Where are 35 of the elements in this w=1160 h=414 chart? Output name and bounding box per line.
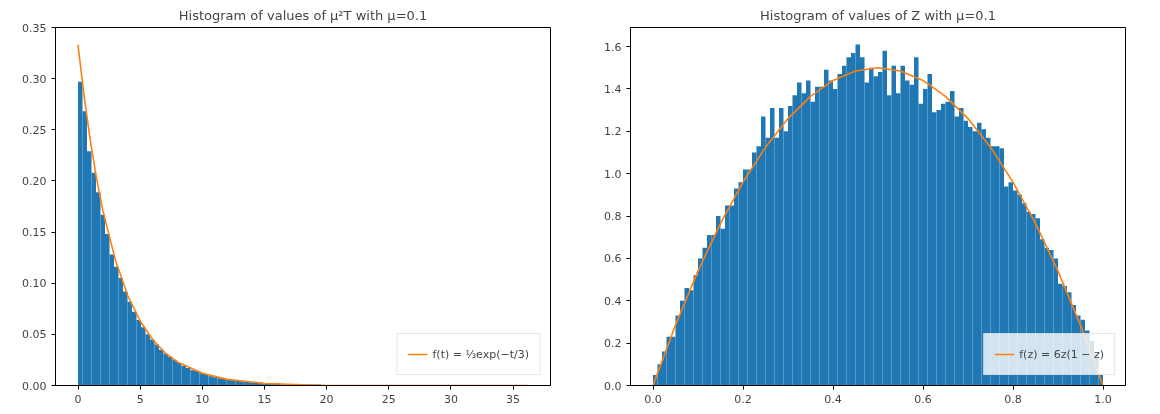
x-tick-label: 30 [443,392,458,406]
x-tick-label: 35 [506,392,521,406]
y-tick-label: 0.30 [22,72,47,86]
legend-label: f(t) = ⅓exp(−t/3) [432,347,529,361]
y-tick-label: 0.00 [22,379,47,393]
x-tick-label: 10 [195,392,210,406]
y-tick-label: 0.35 [22,21,47,35]
x-tick-label: 0.0 [644,392,662,406]
chart-title: Histogram of values of Z with μ=0.1 [760,7,996,23]
y-tick-label: 0.25 [22,123,47,137]
y-tick-label: 0.0 [604,379,622,393]
y-tick-label: 1.2 [604,125,622,139]
x-tick-label: 0.6 [914,392,932,406]
legend-label: f(z) = 6z(1 − z) [1019,347,1104,361]
x-tick-label: 15 [257,392,272,406]
y-tick-label: 0.10 [22,277,47,291]
x-tick-label: 1.0 [1094,392,1112,406]
y-tick-label: 0.6 [604,252,622,266]
x-tick-label: 0.4 [824,392,842,406]
y-tick-label: 1.4 [604,82,622,96]
x-tick-label: 25 [381,392,396,406]
y-tick-label: 1.0 [604,167,622,181]
y-tick-label: 0.8 [604,210,622,224]
y-tick-label: 0.2 [604,337,622,351]
y-tick-label: 0.05 [22,328,47,342]
chart-title: Histogram of values of μ²T with μ=0.1 [178,7,428,23]
x-tick-label: 0.2 [734,392,752,406]
y-tick-label: 0.20 [22,174,47,188]
y-tick-label: 0.4 [604,294,622,308]
y-tick-label: 0.15 [22,226,47,240]
x-tick-label: 20 [319,392,334,406]
x-tick-label: 0 [74,392,82,406]
x-tick-label: 5 [136,392,144,406]
y-tick-label: 1.6 [604,40,622,54]
x-tick-label: 0.8 [1004,392,1022,406]
